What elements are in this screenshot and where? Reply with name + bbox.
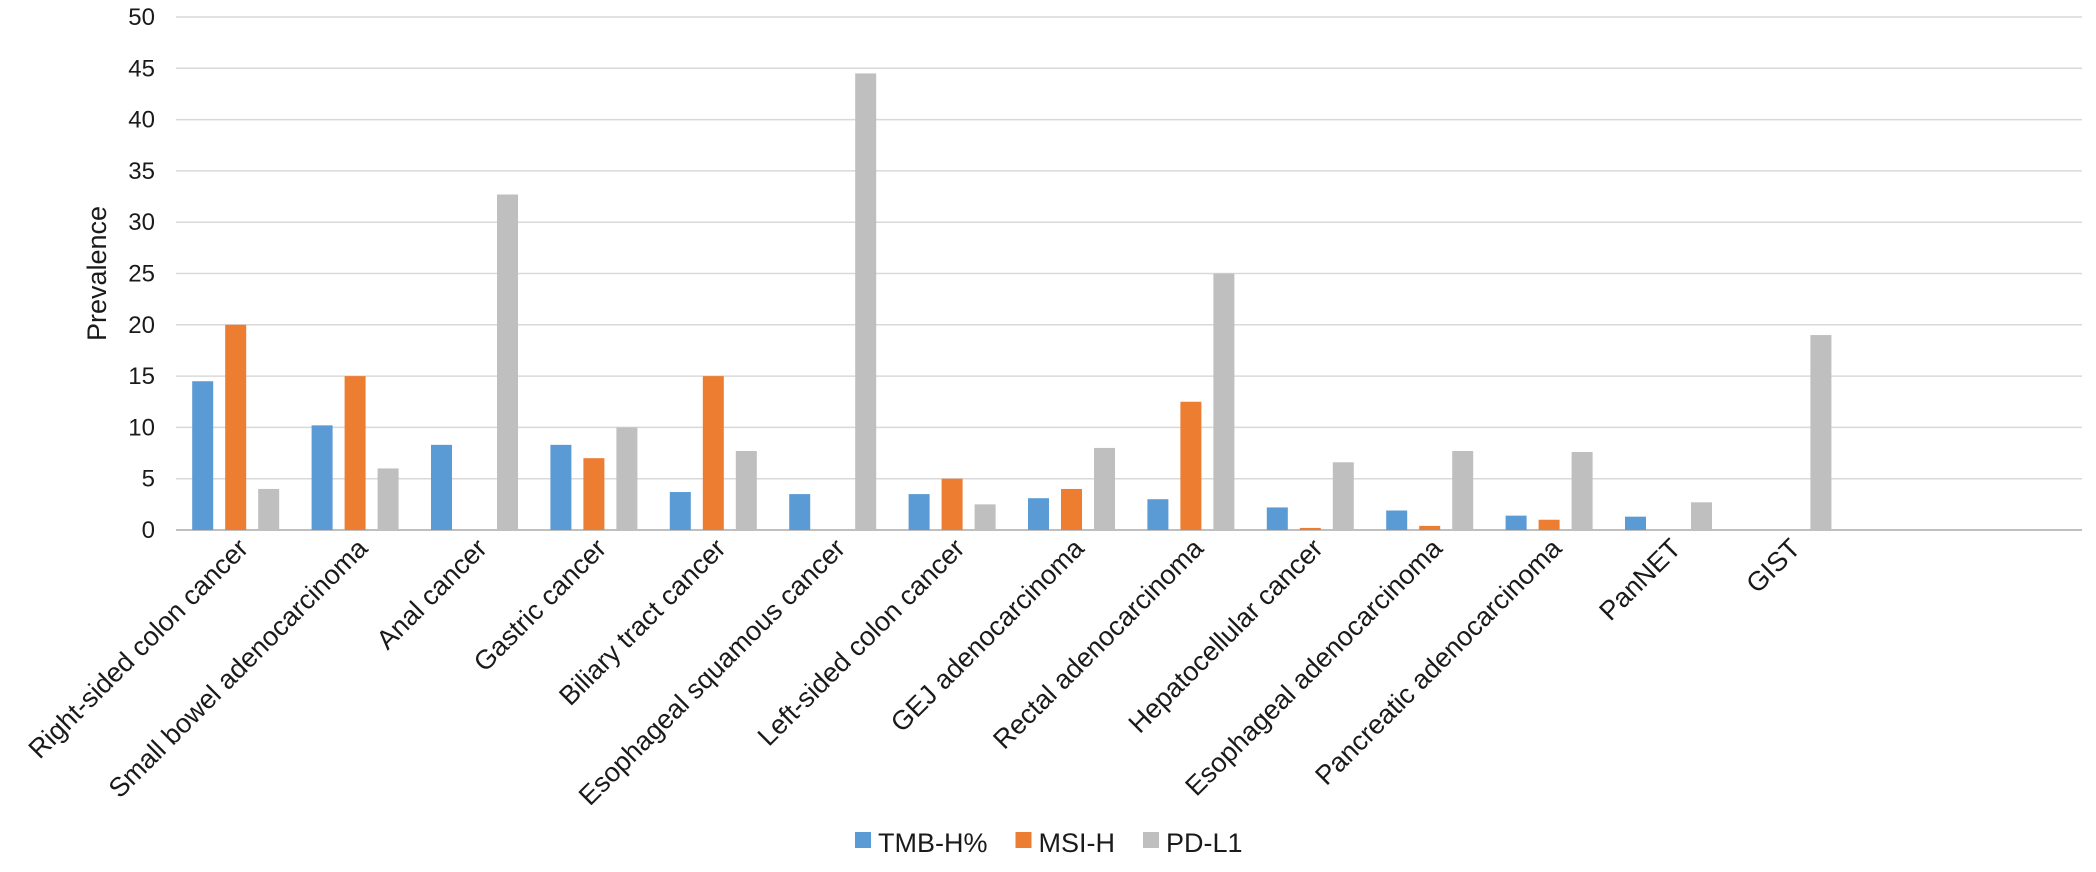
bar-pd-l1-7 bbox=[1094, 447, 1115, 530]
bar-tmb-h--8 bbox=[1147, 499, 1169, 530]
bar-tmb-h--11 bbox=[1505, 515, 1527, 530]
bar-pd-l1-13 bbox=[1810, 335, 1832, 530]
x-category-label: GEJ adenocarcinoma bbox=[885, 532, 1091, 738]
bar-msi-h-9 bbox=[1299, 527, 1321, 530]
y-tick-label: 35 bbox=[128, 158, 155, 185]
bar-tmb-h--2 bbox=[431, 444, 452, 530]
bar-pd-l1-9 bbox=[1332, 462, 1354, 530]
bar-tmb-h--12 bbox=[1625, 516, 1646, 530]
bars bbox=[192, 73, 1832, 531]
x-category-label: Esophageal adenocarcinoma bbox=[1179, 532, 1448, 801]
y-tick-label: 50 bbox=[128, 4, 155, 31]
bar-msi-h-1 bbox=[344, 376, 366, 530]
y-tick-label: 45 bbox=[128, 55, 155, 82]
bar-pd-l1-3 bbox=[616, 427, 638, 530]
bar-pd-l1-5 bbox=[855, 73, 877, 531]
bar-tmb-h--3 bbox=[550, 444, 572, 530]
bar-pd-l1-10 bbox=[1452, 450, 1474, 530]
bar-tmb-h--7 bbox=[1028, 498, 1049, 530]
x-category-label: PanNET bbox=[1593, 533, 1686, 626]
bar-tmb-h--0 bbox=[192, 381, 214, 530]
x-category-label: Left-sided colon cancer bbox=[752, 533, 971, 752]
y-axis-title: Prevalence bbox=[82, 206, 112, 341]
y-tick-label: 10 bbox=[128, 414, 155, 441]
y-tick-label: 0 bbox=[142, 517, 155, 544]
bar-tmb-h--6 bbox=[908, 494, 930, 530]
x-category-label: Anal cancer bbox=[371, 533, 493, 655]
bar-pd-l1-8 bbox=[1213, 273, 1235, 530]
bar-msi-h-7 bbox=[1061, 488, 1082, 530]
bar-pd-l1-12 bbox=[1691, 502, 1712, 530]
bar-msi-h-4 bbox=[702, 376, 724, 530]
y-tick-label: 15 bbox=[128, 363, 155, 390]
bar-tmb-h--5 bbox=[789, 494, 811, 530]
y-axis-tick-labels: 0 5 10 15 20 25 30 35 40 45 50 bbox=[128, 4, 155, 544]
y-tick-label: 25 bbox=[128, 261, 155, 288]
bar-tmb-h--9 bbox=[1266, 507, 1288, 530]
x-category-label: Hepatocellular cancer bbox=[1123, 533, 1329, 739]
legend-swatch-pd-l1 bbox=[1143, 832, 1159, 848]
bar-tmb-h--1 bbox=[311, 425, 333, 530]
bar-msi-h-6 bbox=[941, 478, 963, 530]
legend: TMB-H% MSI-H PD-L1 bbox=[855, 828, 1243, 858]
x-category-label: Right-sided colon cancer bbox=[23, 533, 254, 764]
y-tick-label: 30 bbox=[128, 209, 155, 236]
gridlines bbox=[176, 16, 2082, 531]
legend-swatch-msi-h bbox=[1015, 832, 1032, 848]
bar-msi-h-0 bbox=[225, 324, 247, 530]
x-category-label: Small bowel adenocarcinoma bbox=[103, 532, 374, 803]
bar-pd-l1-6 bbox=[974, 504, 996, 530]
bar-pd-l1-2 bbox=[497, 194, 518, 531]
legend-label: PD-L1 bbox=[1166, 828, 1243, 858]
bar-msi-h-11 bbox=[1538, 519, 1560, 530]
bar-pd-l1-1 bbox=[377, 468, 399, 530]
bar-pd-l1-0 bbox=[258, 488, 280, 530]
bar-tmb-h--10 bbox=[1386, 510, 1408, 530]
x-category-label: Pancreatic adenocarcinoma bbox=[1309, 532, 1568, 791]
bar-pd-l1-11 bbox=[1571, 452, 1593, 530]
bar-tmb-h--4 bbox=[669, 492, 691, 530]
legend-label: TMB-H% bbox=[878, 828, 988, 858]
legend-label: MSI-H bbox=[1039, 828, 1116, 858]
y-tick-label: 40 bbox=[128, 107, 155, 134]
bar-pd-l1-4 bbox=[735, 450, 757, 530]
bar-msi-h-10 bbox=[1419, 525, 1441, 530]
x-category-label: Rectal adenocarcinoma bbox=[987, 532, 1209, 754]
y-tick-label: 5 bbox=[142, 466, 155, 493]
legend-swatch-tmb-h- bbox=[855, 832, 871, 848]
y-tick-label: 20 bbox=[128, 312, 155, 339]
bar-msi-h-8 bbox=[1180, 401, 1202, 530]
x-category-label: GIST bbox=[1740, 533, 1806, 599]
bar-msi-h-3 bbox=[583, 458, 605, 530]
